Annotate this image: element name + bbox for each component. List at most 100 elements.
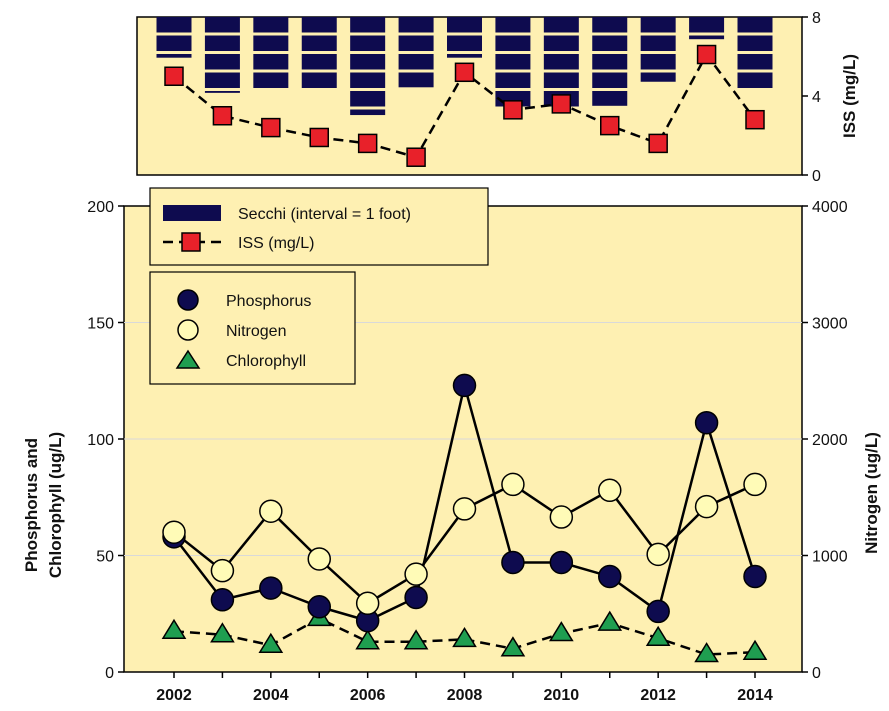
chlorophyll-point (742, 639, 768, 660)
nitrogen-point (549, 505, 574, 529)
secchi-bar-segment (543, 72, 579, 88)
secchi-bar-segment (543, 54, 579, 70)
nitrogen-point (355, 591, 380, 616)
secchi-bar-segment (156, 54, 192, 58)
secchi-bar-segment (495, 35, 531, 51)
bottom-left-axis-title-line-1: Phosphorus and (22, 438, 41, 572)
x-tick-label: 2008 (447, 687, 483, 704)
nitrogen-point (210, 558, 235, 583)
secchi-bar-segment (253, 72, 289, 88)
secchi-bar-segment (689, 35, 725, 40)
chlorophyll-point (597, 610, 623, 631)
iss-point (212, 106, 233, 126)
chlorophyll-point (500, 636, 526, 657)
legend-secchi-swatch (163, 205, 221, 221)
iss-point (309, 127, 329, 148)
secchi-bar-segment (204, 72, 240, 88)
secchi-bar-segment (398, 72, 434, 88)
chlorophyll-point (694, 642, 719, 663)
phosphorus-point (307, 595, 331, 619)
chlorophyll-point (548, 621, 574, 642)
phosphorus-point (743, 564, 767, 589)
nitrogen-point (162, 520, 186, 544)
left-tick-label: 0 (105, 665, 114, 682)
phosphorus-point (210, 588, 235, 612)
top-right-axis-title: ISS (mg/L) (840, 54, 859, 138)
iss-point (745, 109, 765, 130)
legend-nitrogen-marker (177, 319, 199, 341)
secchi-bar-segment (592, 35, 628, 51)
left-tick-label: 200 (87, 199, 114, 216)
chlorophyll-point (403, 629, 429, 650)
right-tick-label: 3000 (812, 316, 848, 333)
bottom-plot-area (161, 373, 768, 663)
chlorophyll-point (258, 632, 284, 653)
nitrogen-point (259, 499, 283, 523)
secchi-bar-segment (350, 72, 386, 88)
secchi-bar-segment (204, 54, 240, 70)
iss-point (164, 66, 184, 86)
iss-point (696, 44, 717, 65)
secchi-bar-segment (301, 72, 337, 88)
legend-iss-marker (181, 232, 201, 252)
secchi-bar-segment (640, 54, 676, 70)
x-tick-label: 2012 (640, 687, 676, 704)
x-tick-label: 2006 (350, 687, 386, 704)
right-tick-label: 1000 (812, 549, 848, 566)
legend-secchi-iss: Secchi (interval = 1 foot) ISS (mg/L) (149, 187, 489, 266)
secchi-bar-segment (737, 17, 773, 33)
secchi-bar-segment (543, 17, 579, 33)
secchi-bar-segment (495, 17, 531, 33)
secchi-bar-segment (737, 54, 773, 70)
secchi-bar-segment (204, 17, 240, 33)
iss-point (600, 115, 620, 136)
chlorophyll-point (161, 618, 187, 639)
legend-box-1 (149, 187, 489, 266)
top-right-tick-label: 4 (812, 89, 821, 106)
iss-point (503, 100, 523, 120)
secchi-bar-segment (350, 109, 386, 116)
secchi-bar-segment (447, 54, 482, 58)
secchi-bar-segment (689, 17, 725, 33)
secchi-bar-segment (301, 35, 337, 51)
iss-point (261, 117, 281, 138)
secchi-bar-segment (253, 54, 289, 70)
nitrogen-point (598, 478, 622, 503)
secchi-bar-segment (592, 91, 628, 106)
secchi-bar-segment (592, 17, 628, 33)
right-tick-label: 4000 (812, 199, 848, 216)
right-tick-label: 2000 (812, 432, 848, 449)
secchi-bar-segment (253, 17, 289, 33)
left-tick-label: 50 (96, 549, 114, 566)
top-plot-area (156, 17, 773, 167)
secchi-bar-segment (640, 35, 676, 51)
phosphorus-point (259, 576, 283, 600)
left-tick-label: 150 (87, 316, 114, 333)
top-right-tick-label: 8 (812, 10, 821, 27)
secchi-bar-segment (495, 72, 531, 88)
nitrogen-point (743, 472, 767, 497)
phosphorus-point (452, 373, 477, 398)
iss-point (406, 147, 426, 167)
x-tick-label: 2010 (544, 687, 580, 704)
left-tick-label: 100 (87, 432, 114, 449)
legend-nitrogen-label: Nitrogen (226, 323, 286, 340)
x-tick-label: 2014 (737, 687, 773, 704)
legend-chlorophyll-label: Chlorophyll (226, 353, 306, 370)
legend-phosphorus-marker (177, 289, 199, 311)
secchi-bar-segment (447, 35, 482, 51)
nitrogen-point (646, 542, 670, 567)
legend-secchi-label: Secchi (interval = 1 foot) (238, 206, 411, 223)
legend-chlorophyll-marker (175, 349, 201, 369)
iss-point (551, 94, 572, 114)
phosphorus-point (598, 564, 622, 589)
phosphorus-point (501, 550, 525, 575)
secchi-bar-segment (640, 17, 676, 33)
legend-nutrients: Phosphorus Nitrogen Chlorophyll (149, 271, 356, 385)
top-right-tick-label: 0 (812, 168, 821, 185)
secchi-bar-segment (156, 35, 192, 51)
chlorophyll-point (645, 625, 671, 646)
iss-point (357, 133, 378, 154)
